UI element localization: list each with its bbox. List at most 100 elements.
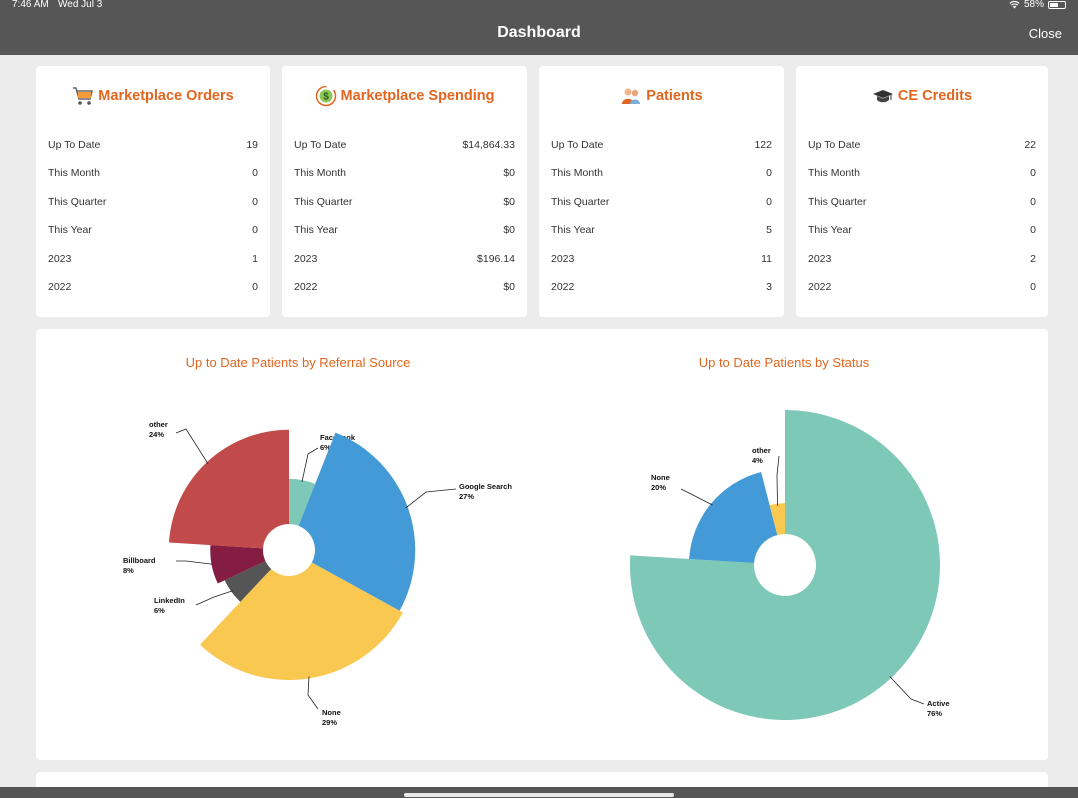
pie-slice-other[interactable]	[769, 503, 785, 535]
stat-label: This Month	[48, 167, 100, 179]
home-indicator[interactable]	[404, 793, 674, 797]
dollar-icon: $	[315, 85, 336, 107]
card-patients: Patients Up To Date 122 This Month 0 This …	[539, 66, 784, 317]
stat-value: 3	[766, 281, 772, 293]
pie-percent: 8%	[123, 566, 134, 575]
stat-label: This Quarter	[48, 196, 107, 208]
stat-label: 2023	[808, 253, 832, 265]
pie-slice-none[interactable]	[689, 471, 778, 564]
stat-row: This Year $0	[294, 224, 515, 240]
stat-value: 22	[1024, 139, 1036, 151]
pie-label: other	[752, 446, 771, 455]
pie-leader-line	[301, 447, 319, 483]
pie-percent: 6%	[320, 443, 331, 452]
stat-row: Up To Date $14,864.33	[294, 139, 515, 155]
pie-label: LinkedIn	[154, 596, 185, 605]
card-title: Marketplace Spending	[340, 88, 495, 104]
stat-label: 2023	[294, 253, 318, 265]
stat-label: 2022	[48, 281, 72, 293]
stat-row: 2022 $0	[294, 281, 515, 297]
pie-label: other	[149, 420, 168, 429]
stat-label: This Year	[551, 224, 595, 236]
stat-value: 0	[252, 281, 258, 293]
stat-label: 2022	[808, 281, 832, 293]
stat-value: 0	[766, 167, 772, 179]
card-marketplace-spending: $ Marketplace Spending Up To Date $14,864…	[282, 66, 527, 317]
stat-value: 19	[246, 139, 258, 151]
pie-leader-line	[889, 676, 925, 705]
stat-row: This Month 0	[48, 167, 258, 183]
stat-value: 1	[252, 253, 258, 265]
pie-slice-facebook[interactable]	[289, 478, 316, 526]
stat-label: Up To Date	[294, 139, 347, 151]
stat-value: 5	[766, 224, 772, 236]
graduation-cap-icon	[872, 90, 893, 103]
card-title: Patients	[646, 88, 703, 104]
svg-text:$: $	[323, 92, 329, 103]
pie-label: None	[322, 708, 341, 717]
stat-row: This Year 0	[48, 224, 258, 240]
stat-row: 2022 0	[808, 281, 1036, 297]
stat-value: 0	[766, 196, 772, 208]
pie-leader-line	[195, 590, 234, 606]
pie-leader-line	[176, 560, 214, 565]
pie-leader-line	[680, 488, 713, 506]
stat-label: This Quarter	[294, 196, 353, 208]
card-title: CE Credits	[897, 88, 973, 104]
home-bar	[0, 787, 1078, 798]
stat-label: This Year	[808, 224, 852, 236]
stat-value: 0	[1030, 281, 1036, 293]
stat-row: 2023 11	[551, 253, 772, 269]
charts-panel: Up to Date Patients by Referral Source U…	[36, 329, 1048, 760]
chart-title-status: Up to Date Patients by Status	[698, 355, 870, 370]
pie-slice-billboard[interactable]	[210, 545, 266, 584]
chart-title-referral: Up to Date Patients by Referral Source	[185, 355, 411, 370]
stat-row: 2022 3	[551, 281, 772, 297]
status-right: 58%	[1009, 0, 1066, 10]
page-title: Dashboard	[497, 24, 581, 41]
patients-icon	[622, 88, 641, 104]
stat-label: 2023	[551, 253, 575, 265]
status-bar: 7:46 AM Wed Jul 3 58%	[0, 0, 1078, 12]
card-header: Patients	[539, 85, 784, 107]
stat-label: This Quarter	[551, 196, 610, 208]
close-button[interactable]: Close	[1028, 26, 1062, 41]
card-header: Marketplace Orders	[36, 85, 270, 107]
stat-label: 2023	[48, 253, 72, 265]
charts-svg: Facebook6%Google Search27%None29%LinkedI…	[123, 410, 950, 727]
stat-label: This Year	[48, 224, 92, 236]
stat-label: This Year	[294, 224, 338, 236]
pie-slice-none[interactable]	[200, 562, 403, 680]
status-time: 7:46 AM	[12, 0, 49, 10]
cart-icon	[73, 87, 94, 105]
stat-row: 2023 1	[48, 253, 258, 269]
pie-slice-linkedin[interactable]	[224, 561, 272, 602]
stat-value: $0	[503, 196, 515, 208]
stat-value: $196.14	[477, 253, 515, 265]
battery-icon	[1048, 1, 1066, 9]
pie-percent: 27%	[459, 492, 474, 501]
pie-label: Billboard	[123, 556, 156, 565]
stat-value: 0	[1030, 167, 1036, 179]
pie-slice-active[interactable]	[630, 410, 940, 720]
pie-percent: 29%	[322, 718, 337, 727]
card-ce-credits: CE Credits Up To Date 22 This Month 0 This…	[796, 66, 1048, 317]
pie-leader-line	[776, 455, 780, 506]
stat-value: 0	[252, 196, 258, 208]
stat-label: This Month	[808, 167, 860, 179]
stat-value: $0	[503, 224, 515, 236]
pie-percent: 4%	[752, 456, 763, 465]
stat-label: This Month	[294, 167, 346, 179]
pie-label: None	[651, 473, 670, 482]
stat-row: 2022 0	[48, 281, 258, 297]
stat-value: $0	[503, 281, 515, 293]
pie-percent: 6%	[154, 606, 165, 615]
nav-bar: Dashboard Close	[0, 12, 1078, 55]
pie-leader-line	[307, 676, 319, 710]
pie-percent: 24%	[149, 430, 164, 439]
pie-slice-other[interactable]	[168, 429, 289, 549]
stat-row: This Quarter 0	[551, 196, 772, 212]
stat-row: Up To Date 22	[808, 139, 1036, 155]
pie-slice-google-search[interactable]	[298, 432, 416, 611]
stat-value: 122	[754, 139, 772, 151]
